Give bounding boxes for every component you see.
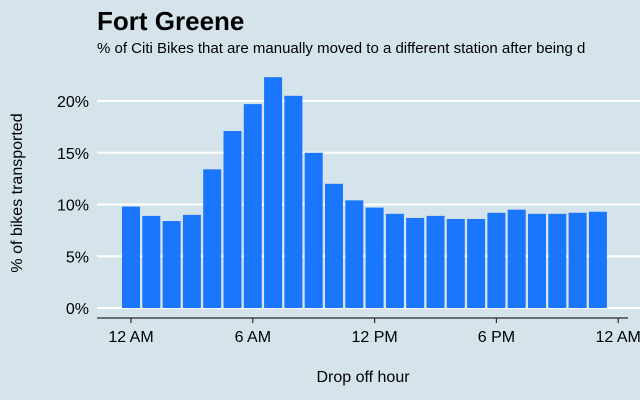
bar [548,213,567,308]
bar [446,218,465,308]
chart-title: Fort Greene [97,6,245,36]
bar [122,206,140,308]
bar [385,213,404,308]
bar [304,152,323,308]
axes: 0% 5% 10% 15% 20% 12 AM 6 AM 12 PM 6 PM 12 AM [57,94,640,346]
y-tick-label: 10% [57,198,89,215]
bar [467,218,486,308]
x-tick-label: 6 AM [235,329,271,346]
bar [588,211,607,308]
bar [568,212,587,308]
bar [203,169,222,308]
bar [162,221,181,308]
y-tick-label: 20% [57,94,89,111]
bar [406,217,425,308]
bar [243,104,262,308]
y-tick-label: 15% [57,146,89,163]
x-axis-label: Drop off hour [316,369,410,386]
bar [487,212,506,308]
bar [345,200,364,308]
x-tick-label: 6 PM [478,329,515,346]
y-tick-label: 5% [66,249,89,266]
bars [122,77,607,308]
bar [264,77,283,308]
bar [284,95,303,308]
bar [182,214,201,308]
bar [365,207,384,308]
bar [528,213,546,308]
bar [507,209,526,308]
bar [223,131,242,308]
bar [142,215,161,308]
x-tick-label: 12 AM [108,329,153,346]
x-tick-label: 12 AM [596,329,640,346]
bar [325,183,343,308]
x-tick-label: 12 PM [351,329,397,346]
y-tick-label: 0% [66,301,89,318]
chart-subtitle: % of Citi Bikes that are manually moved … [97,40,586,57]
bar [426,215,445,308]
